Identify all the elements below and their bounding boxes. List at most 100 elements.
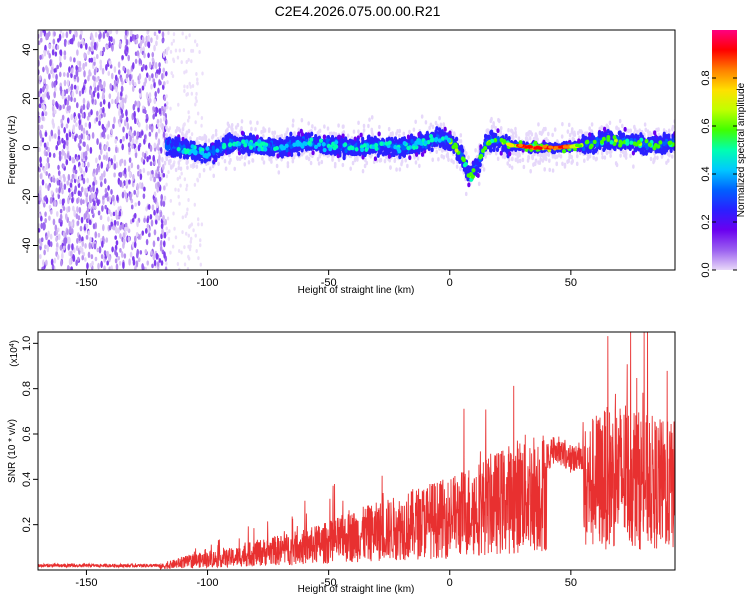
spectrogram-cell [142, 193, 146, 200]
spectrogram-cell [88, 88, 92, 96]
spectrogram-cell [162, 131, 166, 138]
spectrogram-cell [125, 38, 129, 46]
spectrogram-cell [38, 195, 41, 201]
spectrogram-cell [605, 124, 609, 130]
spectrogram-cell [59, 49, 63, 57]
spectrogram-cell [71, 191, 74, 198]
spectrogram-cell [85, 196, 88, 204]
spectrogram-cell [196, 137, 199, 142]
spectrogram-cell [75, 122, 78, 127]
spectrogram-cell [543, 167, 546, 172]
spectrogram-cell [112, 211, 116, 217]
spectrogram-cell [126, 225, 129, 232]
spectrogram-cell [190, 222, 194, 227]
spectrogram-cell [95, 117, 99, 122]
spectrogram-cell [97, 210, 101, 216]
spectrogram-cell [200, 115, 204, 120]
spectrogram-cell [51, 49, 55, 56]
spectrogram-cell [179, 183, 182, 188]
spectrogram-cell [114, 209, 118, 217]
spectrogram-cell [408, 155, 412, 161]
spectrogram-cell [60, 260, 63, 267]
spectrogram-cell [61, 90, 65, 98]
spectrogram-cell [484, 154, 487, 159]
spectrogram-cell [99, 101, 103, 108]
spectrogram-cell [91, 208, 94, 215]
spectrogram-cell [143, 134, 147, 140]
spectrogram-cell [49, 233, 53, 240]
spectrogram-cell [58, 186, 61, 194]
spectrogram-cell [92, 223, 96, 230]
spectrogram-cell [133, 241, 137, 249]
spectrogram-cell [162, 200, 166, 208]
spectrogram-cell [188, 81, 191, 86]
spectrogram-cell [38, 189, 42, 196]
spectrogram-cell [59, 174, 62, 182]
spectrogram-cell [136, 131, 140, 137]
spectrogram-cell [78, 234, 81, 242]
spectrogram-cell [214, 128, 218, 134]
spectrogram-cell [147, 227, 150, 234]
spectrogram-cell [79, 198, 83, 206]
spectrogram-cell [526, 158, 530, 163]
spectrogram-cell [131, 144, 134, 149]
spectrogram-cell [156, 69, 159, 74]
spectrogram-cell [172, 38, 175, 43]
spectrogram-cell [146, 30, 150, 35]
spectrogram-cell [115, 30, 119, 35]
spectrogram-cell [188, 225, 191, 230]
spectrogram-cell [594, 157, 598, 162]
spectrogram-cell [174, 167, 178, 173]
spectrogram-cell [68, 131, 72, 138]
spectrogram-cell [88, 219, 92, 225]
spectrogram-cell [184, 214, 187, 219]
spectrogram-cell [39, 254, 42, 260]
spectrogram-cell [191, 83, 195, 88]
spectrogram-cell [85, 130, 89, 136]
spectrogram-cell [130, 30, 133, 37]
spectrogram-cell [71, 156, 75, 164]
spectrogram-cell [57, 129, 61, 136]
spectrogram-cell [293, 131, 296, 136]
spectrogram-cell [62, 151, 66, 156]
spectrogram-cell [351, 160, 355, 166]
spectrogram-cell [98, 246, 102, 254]
spectrogram-cell [93, 56, 96, 62]
spectrogram-cell [118, 260, 122, 266]
spectrogram-cell [240, 119, 244, 124]
spectrogram-cell [83, 70, 86, 78]
spectrogram-cell [236, 133, 239, 138]
spectrogram-cell [165, 51, 169, 56]
spectrogram-cell [511, 156, 514, 161]
spectrogram-cell [57, 170, 61, 176]
spectrogram-cell [195, 99, 198, 104]
spectrogram-cell [39, 163, 43, 168]
spectrogram-cell [169, 165, 173, 170]
spectrogram-cell [109, 30, 113, 35]
spectrogram-cell [165, 226, 168, 231]
spectrogram-cell [158, 108, 162, 115]
spectrogram-cell [90, 192, 94, 200]
spectrogram-cell [61, 32, 65, 39]
spectrogram-cell [98, 114, 102, 122]
spectrogram-cell [127, 142, 131, 148]
spectrogram-cell [179, 166, 183, 171]
spectrogram-cell [153, 31, 157, 37]
spectrogram-cell [87, 186, 91, 192]
spectrogram-cell [168, 229, 171, 234]
spectrogram-cell [601, 155, 604, 160]
spectrogram-cell [64, 236, 68, 244]
spectrogram-cell [53, 257, 57, 264]
spectrogram-cell [98, 109, 102, 115]
spectrogram-cell [151, 57, 155, 62]
spectrogram-cell [156, 261, 160, 267]
spectrogram-cell [76, 237, 79, 244]
spectrogram-cell [42, 94, 45, 101]
spectrogram-cell [195, 43, 199, 48]
spectrogram-cell [200, 222, 204, 227]
spectrogram-cell [176, 176, 180, 181]
spectrogram-cell [91, 132, 95, 139]
spectrogram-cell [108, 160, 112, 169]
spectrogram-cell [236, 156, 240, 162]
spectrogram-cell [66, 79, 70, 87]
